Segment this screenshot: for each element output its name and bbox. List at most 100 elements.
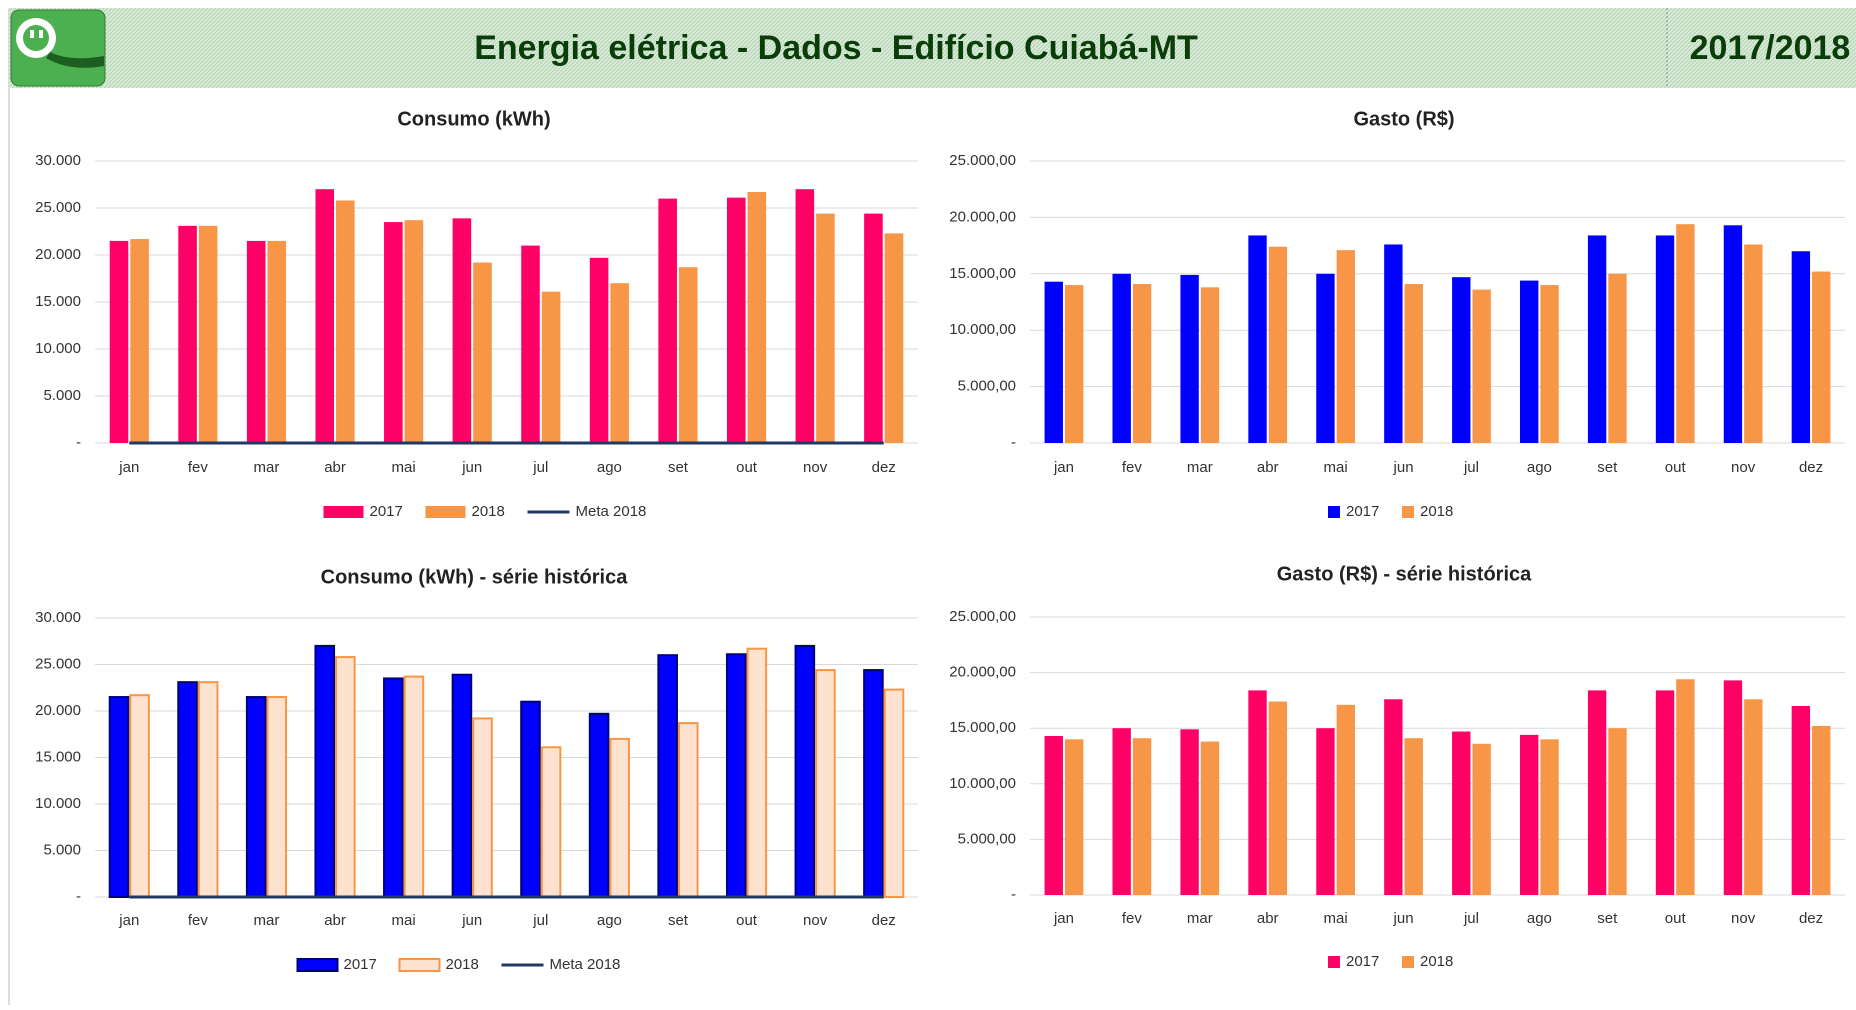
legend-label: 2017 <box>1346 503 1379 520</box>
y-tick-label: 20.000 <box>35 246 81 263</box>
bar <box>1812 725 1831 895</box>
bar <box>677 722 699 899</box>
bar <box>1723 225 1743 443</box>
bar <box>109 240 129 443</box>
bar <box>1520 280 1539 443</box>
bar <box>795 189 815 443</box>
bar <box>1248 690 1267 895</box>
bar <box>403 675 425 899</box>
x-tick-label: out <box>1665 459 1687 476</box>
y-tick-label: 25.000 <box>35 655 81 672</box>
x-tick-label: out <box>1665 910 1687 927</box>
bar <box>1112 273 1131 443</box>
bar <box>863 669 884 899</box>
x-tick-label: abr <box>324 912 346 929</box>
bar <box>129 694 150 898</box>
bar <box>246 240 266 443</box>
x-tick-label: mar <box>1187 459 1213 476</box>
bar <box>1112 728 1131 895</box>
x-tick-label: jul <box>532 459 548 476</box>
bar <box>198 225 218 443</box>
bar <box>108 696 130 898</box>
x-tick-label: abr <box>1257 459 1279 476</box>
y-tick-label: - <box>76 888 81 905</box>
y-tick-label: 25.000 <box>35 199 81 216</box>
y-tick-label: 15.000 <box>35 293 81 310</box>
bar <box>540 746 562 899</box>
chart-title: Gasto (R$) <box>1353 108 1454 130</box>
x-tick-label: jun <box>1393 910 1414 927</box>
bar <box>1655 690 1675 895</box>
x-tick-label: dez <box>1799 910 1823 927</box>
bar <box>1336 250 1355 443</box>
chart-title: Consumo (kWh) - série histórica <box>321 566 629 588</box>
x-tick-label: jul <box>1463 910 1479 927</box>
bar <box>610 283 629 443</box>
x-tick-label: jan <box>1053 459 1074 476</box>
bar <box>521 245 540 443</box>
bar <box>1791 705 1811 895</box>
bar <box>883 688 905 898</box>
bar <box>1791 251 1811 443</box>
x-tick-label: ago <box>1527 910 1552 927</box>
bar <box>336 200 355 443</box>
x-tick-label: jun <box>1393 459 1414 476</box>
bar <box>1132 283 1152 443</box>
x-tick-label: set <box>1597 459 1618 476</box>
logo <box>10 9 106 87</box>
x-tick-label: set <box>668 459 689 476</box>
x-tick-label: nov <box>803 912 828 929</box>
x-tick-label: ago <box>597 459 622 476</box>
bar <box>589 257 609 443</box>
x-tick-label: abr <box>1257 910 1279 927</box>
bar <box>1452 731 1471 895</box>
bar <box>657 654 678 899</box>
bar <box>1064 739 1084 895</box>
bar <box>1044 281 1063 443</box>
x-tick-label: mai <box>1324 459 1348 476</box>
bar <box>1384 699 1403 895</box>
bar <box>1520 734 1539 895</box>
legend-label: 2017 <box>1346 953 1379 970</box>
bar <box>678 267 698 443</box>
bar <box>725 653 747 899</box>
y-tick-label: - <box>1011 434 1016 451</box>
legend-label: Meta 2018 <box>576 503 647 520</box>
legend-swatch <box>425 506 466 518</box>
bar <box>1336 704 1355 895</box>
x-tick-label: jul <box>532 912 548 929</box>
bar <box>266 696 288 898</box>
x-tick-label: ago <box>1527 459 1552 476</box>
y-tick-label: 30.000 <box>35 152 81 169</box>
y-tick-label: 5.000 <box>43 387 81 404</box>
x-tick-label: fev <box>188 459 209 476</box>
chart-title: Consumo (kWh) <box>397 108 550 130</box>
legend-swatch <box>398 958 441 972</box>
bar <box>130 239 149 443</box>
x-tick-label: ago <box>597 912 622 929</box>
chart-title: Gasto (R$) - série histórica <box>1277 563 1532 585</box>
legend-swatch <box>323 506 364 518</box>
x-tick-label: nov <box>1731 910 1756 927</box>
bar <box>816 213 835 443</box>
x-tick-label: fev <box>1122 459 1143 476</box>
x-tick-label: abr <box>324 459 346 476</box>
bar <box>1268 246 1288 443</box>
legend-swatch <box>1328 506 1340 518</box>
legend-swatch <box>1328 956 1340 968</box>
bar <box>541 291 561 443</box>
bar <box>197 681 219 898</box>
bar <box>1384 244 1403 443</box>
header-period: 2017/2018 <box>1690 29 1851 67</box>
bar <box>1676 679 1695 895</box>
header-title: Energia elétrica - Dados - Edifício Cuia… <box>474 29 1198 67</box>
x-tick-label: nov <box>1731 459 1756 476</box>
y-tick-label: 30.000 <box>35 609 81 626</box>
y-tick-label: 25.000,00 <box>949 608 1016 625</box>
y-tick-label: 25.000,00 <box>949 152 1016 169</box>
bar <box>1200 741 1220 895</box>
bar <box>1655 235 1675 443</box>
legend-label: 2017 <box>344 956 377 973</box>
bar <box>1472 743 1491 895</box>
